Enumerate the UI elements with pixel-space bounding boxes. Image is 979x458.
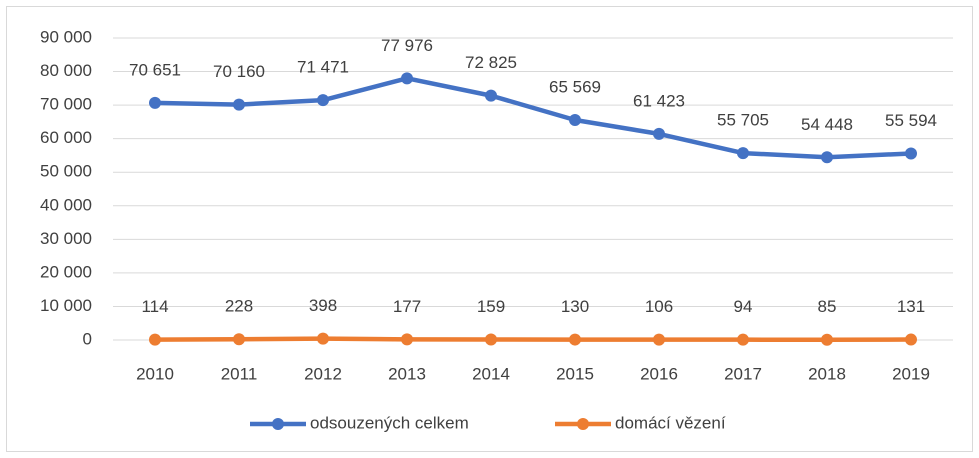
data-label: 130 bbox=[561, 297, 589, 316]
data-label: 159 bbox=[477, 297, 505, 316]
data-label: 61 423 bbox=[633, 91, 685, 110]
x-tick-label: 2019 bbox=[892, 364, 930, 383]
data-point bbox=[821, 151, 833, 164]
data-point bbox=[233, 98, 245, 111]
data-label: 70 651 bbox=[129, 60, 181, 79]
data-label: 131 bbox=[897, 297, 925, 316]
data-label: 106 bbox=[645, 297, 673, 316]
data-point bbox=[485, 89, 497, 102]
x-tick-label: 2018 bbox=[808, 364, 846, 383]
data-point bbox=[401, 72, 413, 85]
data-point bbox=[737, 147, 749, 160]
y-tick-label: 80 000 bbox=[40, 61, 92, 80]
data-point bbox=[569, 333, 581, 346]
data-point bbox=[905, 147, 917, 160]
data-label: 71 471 bbox=[297, 58, 349, 77]
data-point bbox=[149, 333, 161, 346]
series-line bbox=[154, 76, 912, 160]
data-label: 55 705 bbox=[717, 111, 769, 130]
y-tick-label: 0 bbox=[83, 329, 92, 348]
x-tick-label: 2017 bbox=[724, 364, 762, 383]
legend-marker bbox=[272, 418, 284, 430]
data-point bbox=[317, 94, 329, 107]
data-label: 94 bbox=[734, 297, 753, 316]
data-point bbox=[653, 127, 665, 140]
data-point bbox=[821, 333, 833, 346]
data-label: 65 569 bbox=[549, 77, 601, 96]
data-point bbox=[149, 96, 161, 109]
data-label: 177 bbox=[393, 297, 421, 316]
x-tick-label: 2011 bbox=[221, 364, 258, 383]
data-label: 114 bbox=[141, 297, 168, 316]
x-tick-label: 2015 bbox=[556, 364, 594, 383]
data-point bbox=[905, 333, 917, 346]
series-line bbox=[154, 336, 912, 342]
x-tick-label: 2013 bbox=[388, 364, 426, 383]
y-tick-label: 20 000 bbox=[40, 262, 92, 281]
x-tick-label: 2010 bbox=[136, 364, 174, 383]
legend-label: domácí vězení bbox=[615, 413, 726, 432]
y-tick-label: 30 000 bbox=[40, 229, 92, 248]
y-tick-label: 10 000 bbox=[40, 296, 92, 315]
x-tick-label: 2014 bbox=[472, 364, 510, 383]
legend-label: odsouzených celkem bbox=[310, 413, 469, 432]
y-tick-label: 90 000 bbox=[40, 27, 92, 46]
x-tick-label: 2012 bbox=[304, 364, 342, 383]
data-label: 70 160 bbox=[213, 62, 265, 81]
data-point bbox=[233, 333, 245, 346]
legend-marker bbox=[577, 418, 589, 430]
data-label: 54 448 bbox=[801, 115, 853, 134]
y-tick-label: 60 000 bbox=[40, 128, 92, 147]
data-point bbox=[485, 333, 497, 346]
data-label: 398 bbox=[309, 296, 337, 315]
chart-border bbox=[6, 6, 973, 452]
y-tick-label: 40 000 bbox=[40, 195, 92, 214]
data-point bbox=[401, 333, 413, 346]
y-tick-label: 50 000 bbox=[40, 162, 92, 181]
data-label: 85 bbox=[818, 297, 837, 316]
data-label: 77 976 bbox=[381, 36, 433, 55]
data-point bbox=[569, 113, 581, 126]
y-tick-label: 70 000 bbox=[40, 95, 92, 114]
x-tick-label: 2016 bbox=[640, 364, 678, 383]
data-label: 55 594 bbox=[885, 111, 937, 130]
data-point bbox=[317, 332, 329, 345]
data-label: 72 825 bbox=[465, 53, 517, 72]
data-point bbox=[653, 333, 665, 346]
data-label: 228 bbox=[225, 297, 253, 316]
data-point bbox=[737, 333, 749, 346]
